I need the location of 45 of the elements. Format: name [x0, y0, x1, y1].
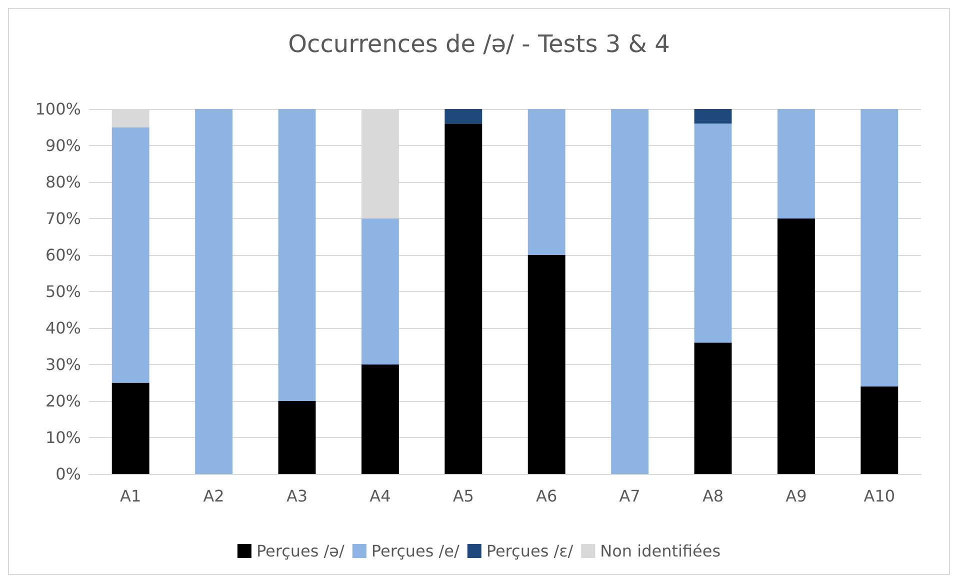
legend-label: Perçues /ə/	[256, 542, 346, 560]
y-tick-label: 80%	[45, 172, 81, 192]
y-tick-label: 40%	[45, 318, 81, 338]
bar	[694, 342, 732, 474]
y-tick-label: 90%	[45, 136, 81, 155]
x-tick-label: A4	[370, 486, 391, 506]
y-tick-label: 100%	[35, 100, 81, 118]
x-tick-label: A6	[536, 486, 558, 506]
bar	[112, 382, 150, 474]
bar	[777, 109, 815, 218]
x-tick-label: A10	[864, 486, 896, 506]
legend-label: Perçues /e/	[371, 542, 460, 560]
x-tick-label: A9	[786, 486, 807, 506]
y-tick-label: 0%	[56, 464, 81, 484]
y-tick-label: 50%	[45, 282, 81, 301]
bar	[195, 109, 233, 474]
y-tick-label: 20%	[45, 392, 81, 410]
bar	[528, 109, 566, 255]
bar	[694, 109, 732, 124]
legend-label: Perçues /ɛ/	[486, 542, 574, 560]
bar	[112, 127, 150, 383]
y-tick-label: 10%	[45, 428, 81, 447]
x-tick-label: A7	[619, 486, 640, 506]
bar	[278, 109, 316, 401]
bar	[361, 364, 399, 474]
chart-title: Occurrences de /ə/ - Tests 3 & 4	[288, 30, 670, 58]
legend-label: Non identifiées	[600, 542, 721, 560]
bar	[444, 109, 482, 124]
bar	[694, 124, 732, 343]
y-tick-label: 60%	[45, 246, 81, 264]
bar	[444, 124, 482, 474]
bar	[860, 386, 898, 474]
bar	[611, 109, 649, 474]
bar	[860, 109, 898, 386]
x-tick-label: A2	[203, 486, 224, 506]
x-tick-label: A5	[452, 486, 474, 506]
y-tick-label: 30%	[45, 355, 81, 374]
bar	[278, 401, 316, 474]
x-tick-label: A8	[702, 486, 724, 506]
bar	[528, 255, 566, 474]
x-tick-label: A1	[120, 486, 142, 506]
y-tick-label: 70%	[45, 209, 81, 228]
x-tick-label: A3	[286, 486, 308, 506]
bar	[361, 218, 399, 364]
bar	[777, 218, 815, 474]
